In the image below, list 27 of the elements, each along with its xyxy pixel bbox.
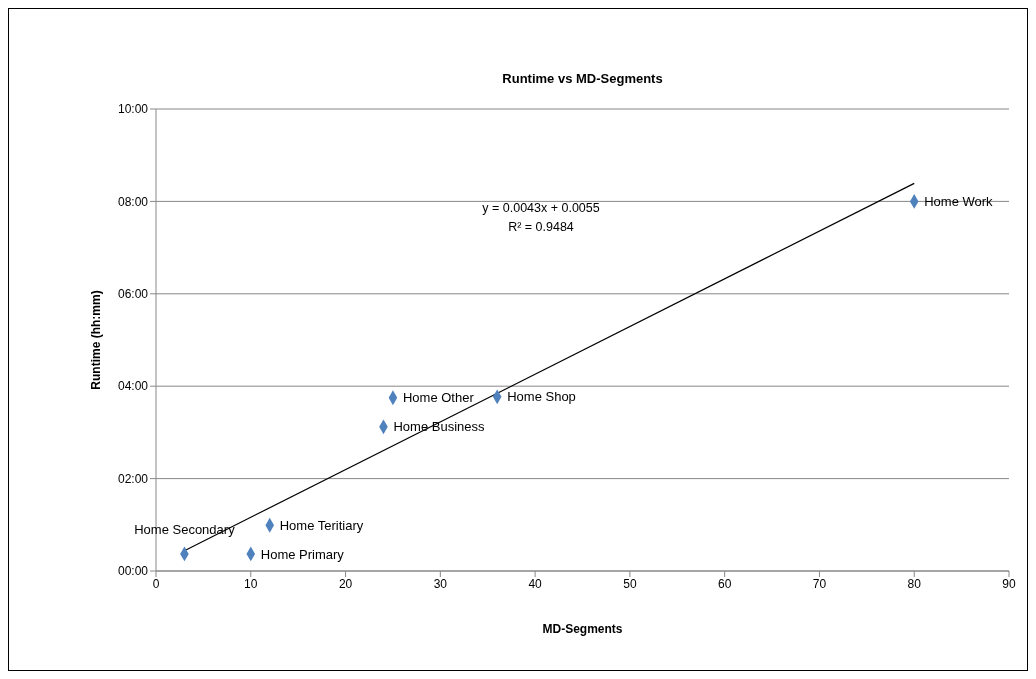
x-tick-label: 40 [528,576,543,591]
x-tick-label: 50 [623,576,637,591]
y-tick-label: 04:00 [117,379,149,394]
annotation: Home Primary [260,546,345,562]
annotation: R² = 0.9484 [507,219,575,236]
x-tick-label: 20 [338,576,353,591]
x-tick-label: 0 [152,576,160,591]
y-tick-label: 00:00 [117,564,149,579]
annotation: Home Other [402,390,475,406]
x-tick-label: 10 [244,576,258,591]
x-tick-label: 30 [433,576,448,591]
y-tick-label: 02:00 [117,471,149,486]
x-tick-label: 80 [907,576,922,591]
annotation: Home Shop [507,389,576,405]
annotation: Home Business [393,419,485,435]
annotation: Home Work [924,194,994,210]
annotation: y = 0.0043x + 0.0055 [481,200,601,217]
y-tick-label: 06:00 [117,287,149,302]
y-tick-label: 08:00 [117,194,149,209]
y-tick-label: 10:00 [117,102,149,117]
x-tick-label: 70 [812,576,827,591]
x-tick-label: 60 [717,576,732,591]
x-axis-title: MD-Segments [542,622,623,636]
y-axis-title: Runtime (hh:mm) [89,290,104,390]
annotation: Home Teritiary [279,517,364,533]
x-tick-label: 90 [1002,576,1016,591]
chart-title: Runtime vs MD-Segments [501,71,664,86]
